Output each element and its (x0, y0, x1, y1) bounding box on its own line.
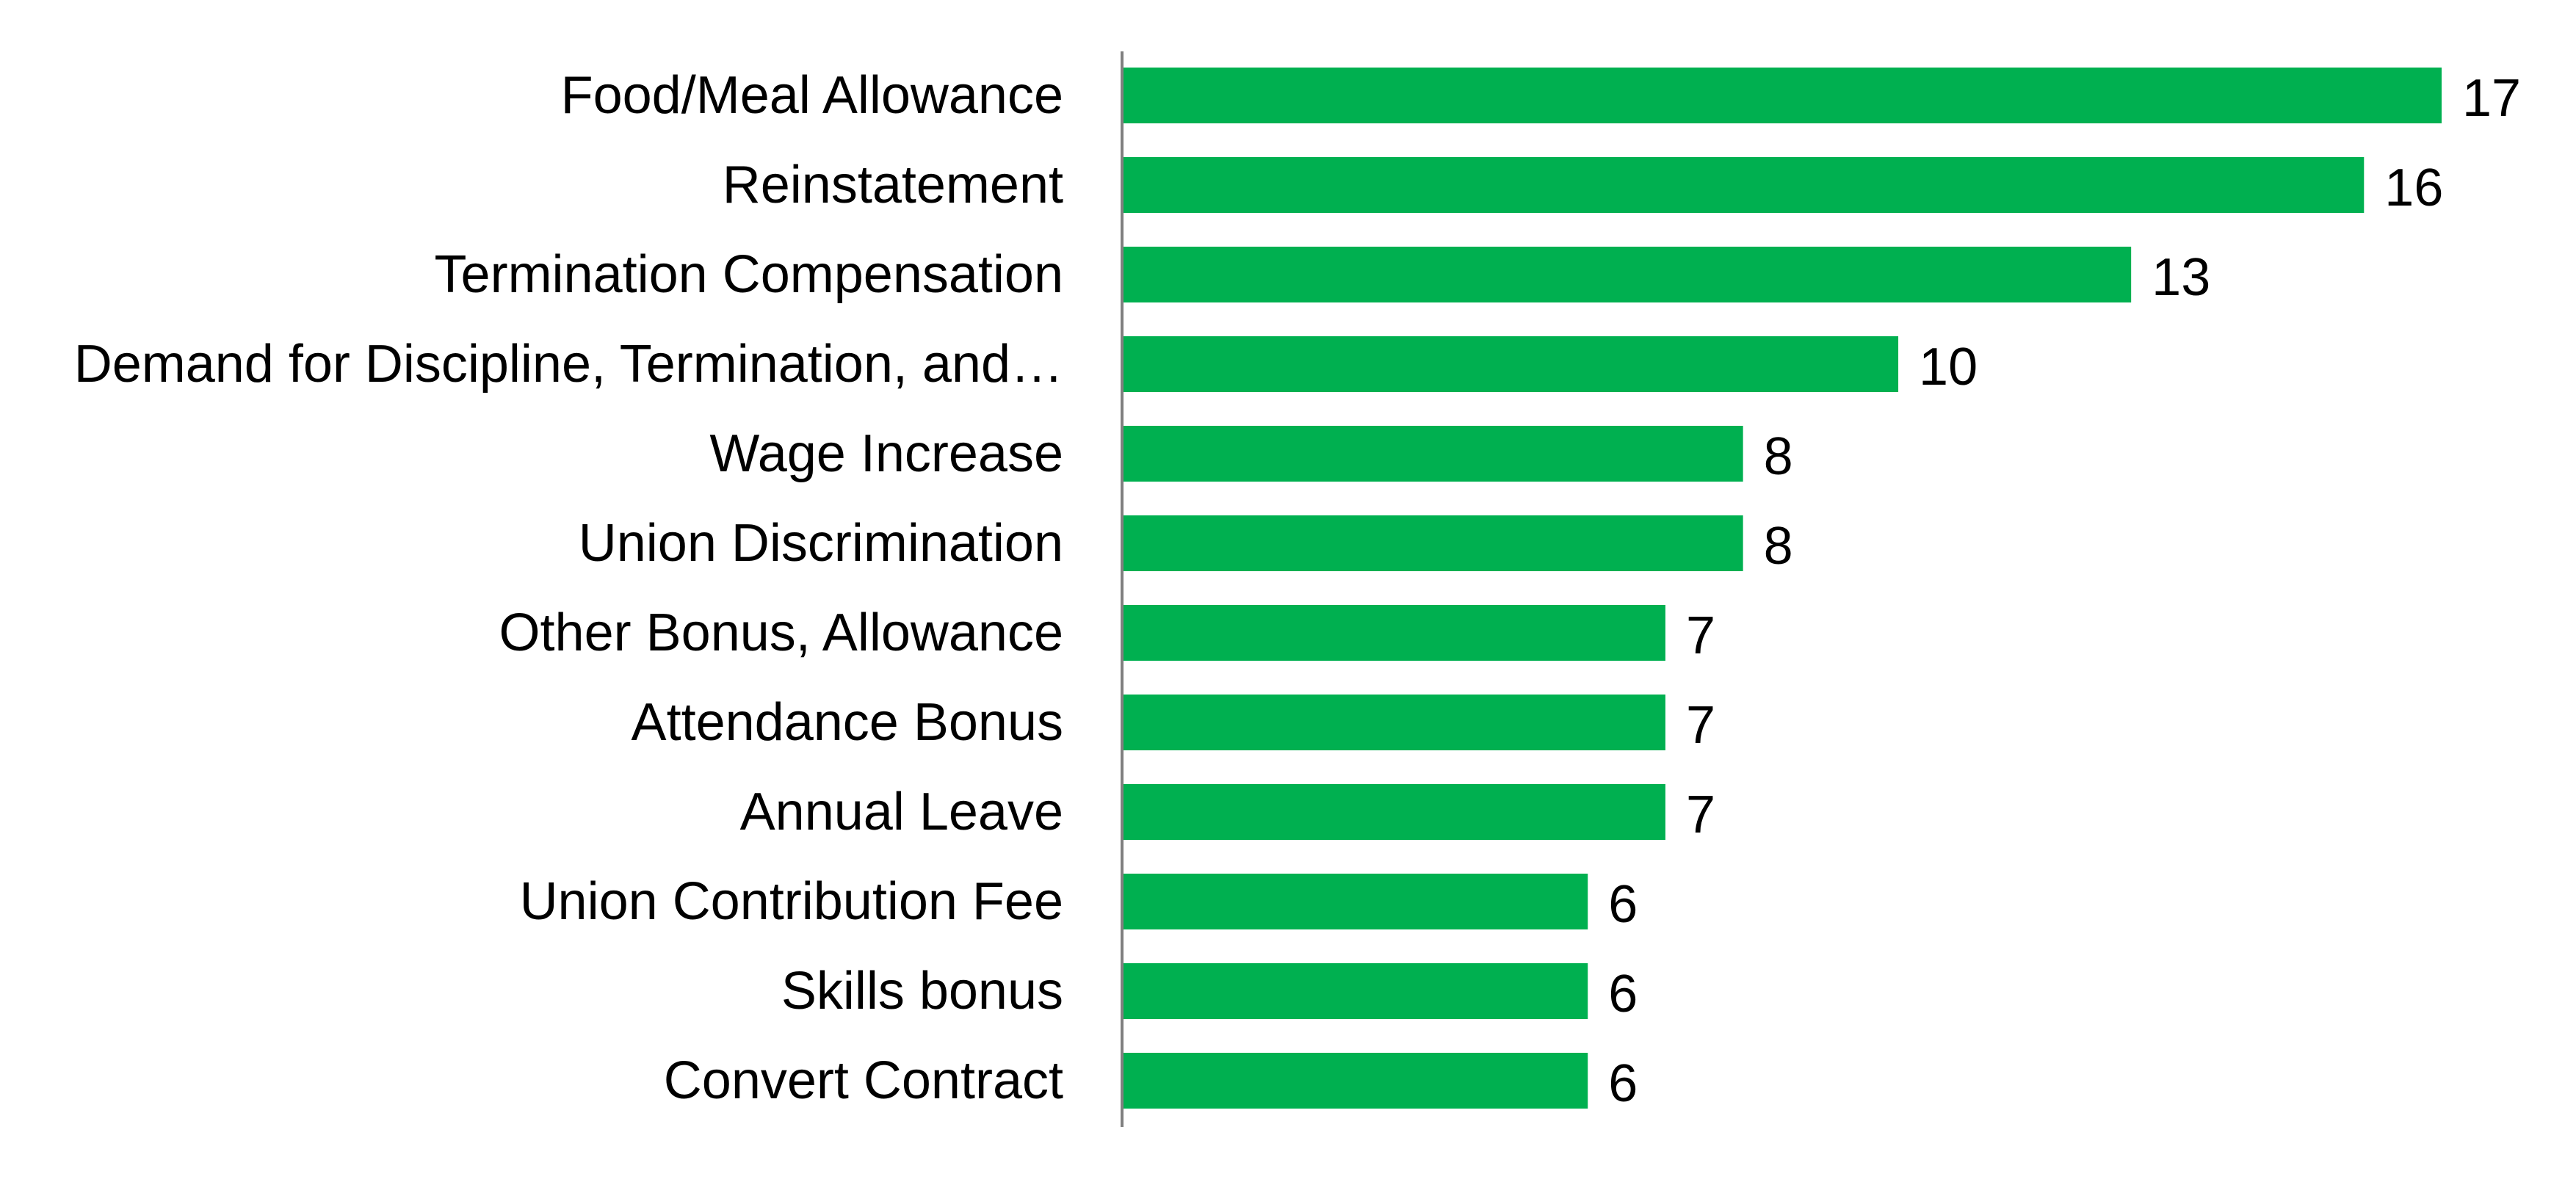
category-label: Union Contribution Fee (520, 872, 1063, 931)
bar (1122, 157, 2365, 213)
category-label: Demand for Discipline, Termination, and… (74, 335, 1063, 394)
data-label: 10 (1919, 338, 1978, 396)
data-label: 7 (1686, 696, 1715, 755)
data-label: 17 (2462, 69, 2521, 128)
bar (1122, 68, 2442, 123)
category-label: Termination Compensation (435, 245, 1063, 304)
category-label: Attendance Bonus (632, 693, 1063, 752)
bar (1122, 605, 1665, 661)
bar (1122, 336, 1899, 392)
bar (1122, 874, 1588, 929)
data-label: 8 (1764, 427, 1793, 486)
category-label: Wage Increase (709, 424, 1063, 483)
category-label: Other Bonus, Allowance (499, 603, 1063, 662)
category-label: Food/Meal Allowance (561, 66, 1063, 125)
category-label: Reinstatement (723, 156, 1063, 214)
bar (1122, 515, 1743, 571)
data-label: 16 (2384, 159, 2443, 217)
bar (1122, 426, 1743, 482)
data-label: 8 (1764, 517, 1793, 576)
data-label: 7 (1686, 606, 1715, 665)
bar (1122, 784, 1665, 840)
category-label: Convert Contract (664, 1051, 1063, 1110)
bar (1122, 1053, 1588, 1109)
data-label: 7 (1686, 786, 1715, 844)
data-label: 6 (1608, 875, 1638, 934)
bars-group (1122, 68, 2442, 1109)
category-label: Union Discrimination (579, 514, 1063, 573)
bar (1122, 695, 1665, 750)
bar (1122, 247, 2132, 302)
data-label: 6 (1608, 965, 1638, 1023)
bar (1122, 963, 1588, 1019)
data-label: 6 (1608, 1054, 1638, 1113)
category-labels-group: Food/Meal Allowance Reinstatement Terminat… (74, 66, 1063, 1110)
data-label: 13 (2152, 248, 2210, 307)
category-label: Skills bonus (781, 962, 1063, 1020)
category-label: Annual Leave (740, 783, 1063, 841)
